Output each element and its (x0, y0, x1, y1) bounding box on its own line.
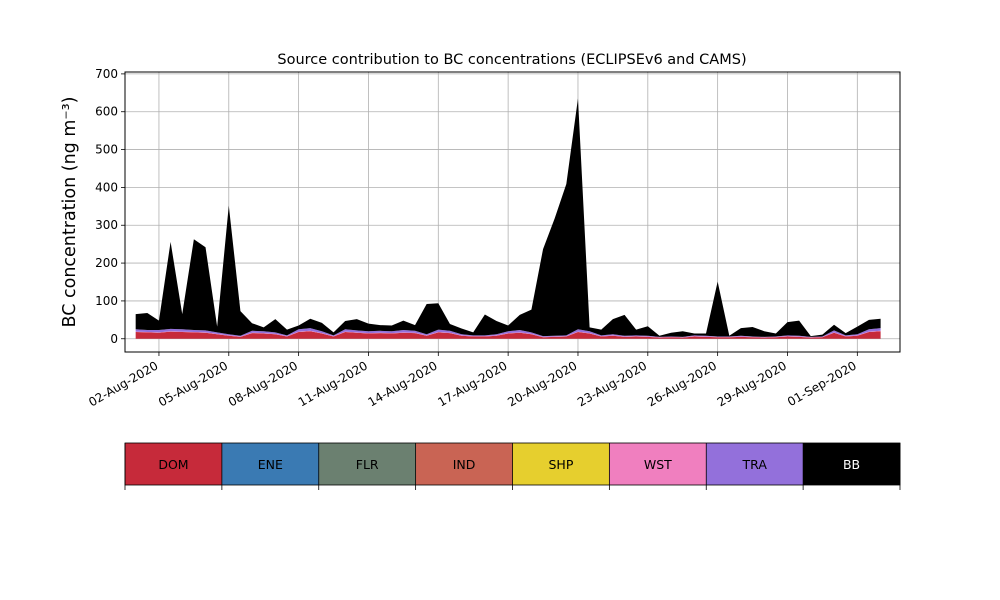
legend-label-flr: FLR (356, 457, 379, 472)
legend-label-ene: ENE (258, 457, 283, 472)
legend-swatch-dom (125, 443, 222, 485)
legend-label-bb: BB (843, 457, 860, 472)
x-tick-label: 02-Aug-2020 (86, 358, 160, 409)
x-tick-label: 08-Aug-2020 (226, 358, 300, 409)
x-tick-label: 11-Aug-2020 (296, 358, 370, 409)
legend-swatch-bb (803, 443, 900, 485)
x-tick-label: 29-Aug-2020 (715, 358, 789, 409)
legend-label-dom: DOM (158, 457, 188, 472)
plot-frame (124, 71, 901, 353)
grid-lines (125, 72, 900, 352)
y-tick-label: 400 (95, 180, 118, 194)
legend-swatch-ind (415, 443, 513, 485)
legend-swatch-shp (512, 443, 610, 485)
area-bb (135, 98, 881, 337)
legend-swatch-ene (221, 443, 319, 485)
x-tick-label: 23-Aug-2020 (575, 358, 649, 409)
x-tick-label: 20-Aug-2020 (505, 358, 579, 409)
y-tick-label: 0 (110, 332, 118, 346)
y-axis-label: BC concentration (ng m⁻³) (60, 97, 80, 328)
area-dom (135, 331, 881, 339)
x-tick-label: 05-Aug-2020 (156, 358, 230, 409)
area-tra (135, 328, 881, 338)
y-axis: 0 100 200 300 400 500 600 700 (95, 67, 125, 346)
y-tick-label: 600 (95, 105, 118, 119)
y-tick-label: 500 (95, 143, 118, 157)
x-tick-label: 17-Aug-2020 (435, 358, 509, 409)
y-tick-label: 100 (95, 294, 118, 308)
stacked-areas (135, 98, 881, 339)
x-tick-label: 26-Aug-2020 (645, 358, 719, 409)
x-tick-label: 14-Aug-2020 (366, 358, 440, 409)
legend-swatch-flr (318, 443, 416, 485)
legend-colorbar: DOM ENE FLR IND SHP WST TRA BB (124, 442, 901, 490)
legend-label-ind: IND (453, 457, 476, 472)
legend-label-tra: TRA (742, 457, 768, 472)
legend-label-wst: WST (644, 457, 672, 472)
y-tick-label: 300 (95, 218, 118, 232)
y-tick-label: 700 (95, 67, 118, 81)
x-tick-label: 01-Sep-2020 (785, 358, 859, 409)
legend-label-shp: SHP (549, 457, 574, 472)
x-axis: 02-Aug-202005-Aug-202008-Aug-202011-Aug-… (86, 352, 859, 409)
legend-swatch-wst (609, 443, 707, 485)
legend-swatch-tra (706, 443, 804, 485)
chart-title: Source contribution to BC concentrations… (277, 52, 746, 68)
y-tick-label: 200 (95, 256, 118, 270)
